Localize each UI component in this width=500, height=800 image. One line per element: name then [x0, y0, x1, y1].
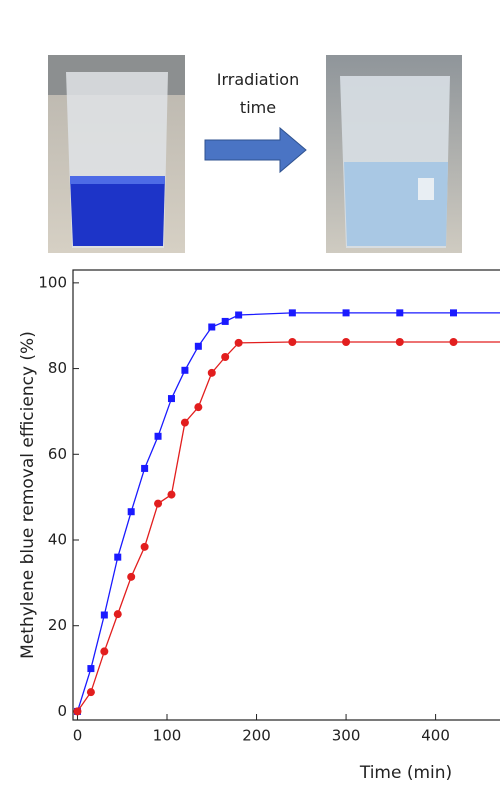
point: [86, 688, 95, 697]
x-tick-label: 400: [421, 727, 450, 745]
y-tick-label: 60: [48, 445, 67, 463]
y-tick-label: 100: [38, 273, 67, 291]
x-axis-label: Time (min): [359, 763, 452, 783]
y-tick-label: 20: [48, 616, 67, 634]
point: [127, 572, 136, 581]
point: [342, 309, 350, 317]
point: [396, 309, 404, 317]
point: [100, 611, 108, 619]
point: [235, 311, 243, 319]
photo-before: [48, 55, 185, 253]
x-tick-label: 0: [73, 727, 83, 745]
y-tick-label: 80: [48, 359, 67, 377]
point: [87, 665, 95, 673]
point: [73, 707, 82, 716]
point: [167, 395, 175, 403]
point: [100, 647, 109, 656]
y-tick-label: 40: [48, 531, 67, 549]
point: [194, 403, 203, 412]
point: [141, 464, 149, 472]
point: [342, 338, 351, 346]
point: [167, 490, 176, 499]
x-tick-label: 100: [153, 727, 182, 745]
plot-frame: [72, 269, 500, 721]
y-tick-label: 0: [57, 702, 67, 720]
point: [208, 323, 216, 331]
point: [288, 309, 296, 317]
point: [113, 610, 122, 619]
point: [207, 368, 216, 377]
point: [140, 542, 149, 551]
point: [194, 342, 202, 350]
photo-after: [326, 55, 462, 253]
y-axis-label: Methylene blue removal efficiency (%): [18, 331, 38, 659]
point: [450, 309, 458, 317]
point: [180, 418, 189, 427]
series-line: [76, 341, 500, 712]
point: [154, 432, 162, 440]
arrow-label: Irradiation time: [216, 70, 300, 117]
point: [221, 353, 230, 361]
point: [114, 553, 122, 561]
point: [221, 317, 229, 325]
x-tick-label: 300: [332, 727, 361, 745]
arrow: [204, 126, 307, 174]
point: [234, 338, 243, 347]
point: [395, 338, 404, 346]
point: [288, 338, 297, 346]
point: [154, 499, 163, 508]
x-tick-label: 200: [242, 727, 271, 745]
point: [449, 338, 458, 346]
series-line: [76, 312, 500, 712]
point: [127, 508, 135, 516]
point: [181, 366, 189, 374]
